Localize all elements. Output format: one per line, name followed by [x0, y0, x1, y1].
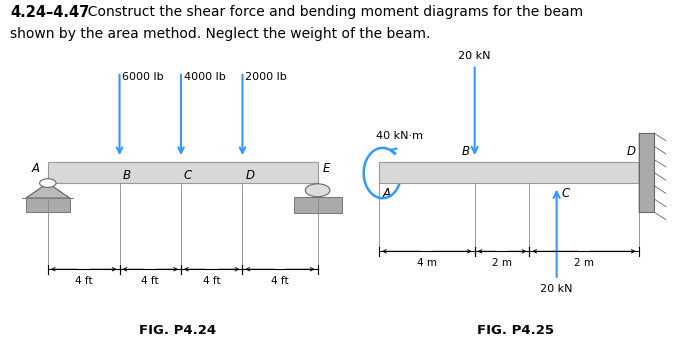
Circle shape [305, 184, 330, 197]
Text: A: A [382, 187, 391, 200]
Text: B: B [122, 169, 130, 182]
Text: 6000 lb: 6000 lb [122, 72, 164, 82]
Bar [26, 198, 70, 212]
Text: shown by the area method. Neglect the weight of the beam.: shown by the area method. Neglect the we… [10, 27, 430, 41]
Text: D: D [245, 169, 254, 182]
Text: FIG. P4.25: FIG. P4.25 [477, 325, 554, 337]
Text: 4.24–4.47: 4.24–4.47 [10, 5, 89, 20]
Text: 4 ft: 4 ft [271, 276, 289, 286]
Text: E: E [323, 162, 331, 175]
Text: D: D [626, 145, 635, 158]
Bar [294, 197, 342, 213]
Text: 20 kN: 20 kN [458, 51, 491, 61]
Bar [379, 162, 639, 183]
Text: 4 ft: 4 ft [75, 276, 92, 286]
Text: Construct the shear force and bending moment diagrams for the beam: Construct the shear force and bending mo… [79, 5, 583, 19]
Text: 4 ft: 4 ft [203, 276, 221, 286]
Text: 20 kN: 20 kN [540, 284, 573, 294]
Text: A: A [31, 162, 40, 175]
Bar [48, 162, 318, 183]
Text: C: C [184, 169, 192, 182]
Text: B: B [462, 145, 470, 158]
Text: C: C [561, 187, 570, 200]
Text: 2000 lb: 2000 lb [245, 72, 287, 82]
Text: 4 m: 4 m [417, 258, 437, 268]
Text: 2 m: 2 m [574, 258, 594, 268]
Text: 4000 lb: 4000 lb [184, 72, 225, 82]
Text: FIG. P4.24: FIG. P4.24 [139, 325, 216, 337]
Circle shape [40, 179, 56, 187]
Text: 2 m: 2 m [492, 258, 512, 268]
Bar [639, 133, 654, 212]
Polygon shape [26, 183, 70, 198]
Text: 40 kN·m: 40 kN·m [376, 131, 423, 141]
Text: 4 ft: 4 ft [141, 276, 159, 286]
